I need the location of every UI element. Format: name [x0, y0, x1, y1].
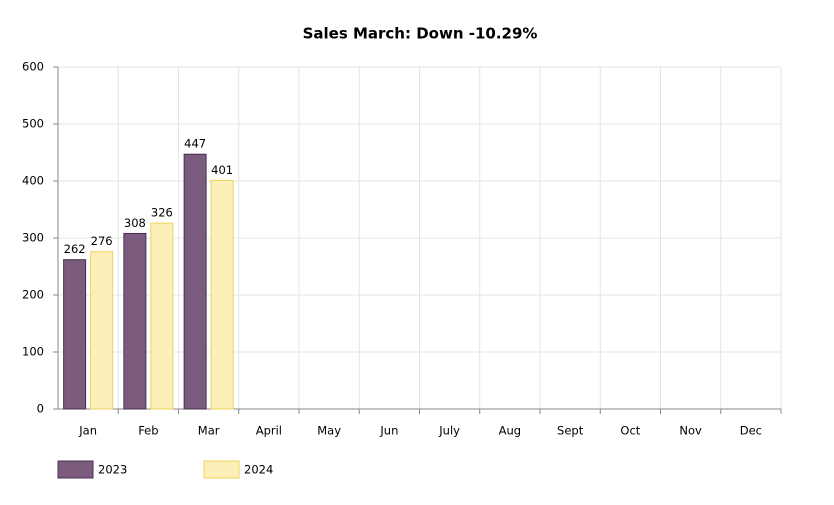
value-label: 262 [64, 242, 86, 256]
legend-swatch [57, 460, 94, 479]
y-tick-label: 500 [22, 117, 44, 131]
legend-label: 2024 [244, 463, 273, 477]
x-tick-label: April [256, 424, 282, 438]
x-tick-label: Nov [679, 424, 702, 438]
x-tick-label: Dec [740, 424, 762, 438]
x-tick-label: Jun [379, 424, 398, 438]
y-tick-label: 600 [22, 60, 44, 74]
x-tick-label: July [438, 424, 460, 438]
chart-title: Sales March: Down -10.29% [303, 25, 538, 43]
y-tick-label: 400 [22, 174, 44, 188]
bar [90, 251, 114, 410]
bar [183, 153, 207, 410]
y-tick-label: 100 [22, 345, 44, 359]
legend-label: 2023 [98, 463, 127, 477]
x-tick-label: May [317, 424, 341, 438]
y-tick-label: 0 [37, 402, 44, 416]
value-label: 447 [184, 137, 206, 151]
x-tick-label: Oct [620, 424, 640, 438]
y-tick-label: 200 [22, 288, 44, 302]
value-label: 326 [151, 206, 173, 220]
x-tick-label: Jan [78, 424, 97, 438]
x-tick-label: Mar [198, 424, 220, 438]
value-label: 276 [91, 234, 113, 248]
bar [63, 259, 87, 410]
value-label: 401 [211, 163, 233, 177]
bar [150, 222, 174, 410]
x-tick-label: Aug [499, 424, 521, 438]
x-tick-label: Feb [138, 424, 158, 438]
legend-swatch [203, 460, 240, 479]
x-tick-label: Sept [557, 424, 584, 438]
bar [210, 179, 234, 410]
value-label: 308 [124, 216, 146, 230]
y-tick-label: 300 [22, 231, 44, 245]
bar [123, 232, 147, 410]
